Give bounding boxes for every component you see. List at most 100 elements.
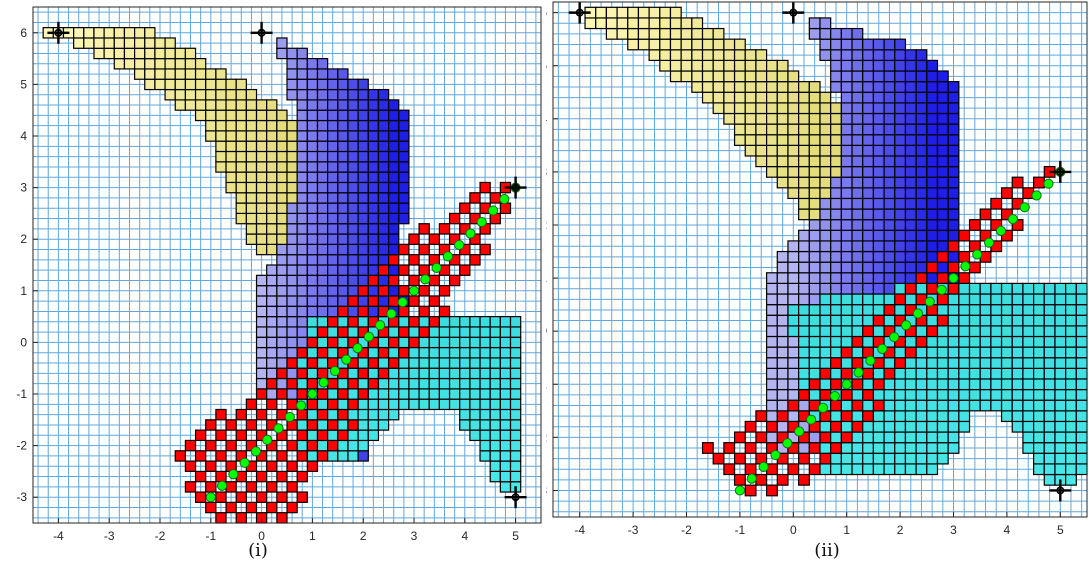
yellow-cell: [255, 223, 268, 235]
blue-cell: [327, 130, 339, 142]
blue-cell: [926, 134, 939, 146]
blue-cell: [296, 233, 308, 245]
cyan-cell: [958, 388, 971, 401]
blue-cell: [357, 119, 369, 132]
blue-cell: [787, 250, 800, 263]
red-cell: [357, 285, 369, 297]
cyan-cell: [904, 420, 917, 433]
red-cell: [194, 491, 207, 503]
yellow-cell: [255, 192, 268, 204]
cyan-cell: [883, 410, 896, 423]
cyan-cell: [958, 346, 971, 359]
yellow-cell: [648, 49, 661, 62]
cyan-cell: [840, 399, 853, 412]
blue-cell: [337, 202, 349, 215]
blue-cell: [926, 123, 939, 136]
blue-cell: [904, 91, 917, 104]
yellow-cell: [766, 123, 778, 136]
red-cell: [184, 460, 197, 472]
yellow-cell: [723, 49, 736, 62]
yellow-cell: [215, 99, 227, 111]
cyan-cell: [469, 377, 481, 390]
blue-cell: [286, 78, 298, 91]
cyan-cell: [915, 431, 928, 444]
yellow-cell: [83, 37, 95, 49]
blue-cell: [883, 112, 896, 125]
blue-cell: [926, 240, 939, 253]
blue-cell: [947, 187, 960, 200]
cyan-cell: [408, 326, 420, 338]
blue-cell: [819, 282, 832, 295]
yellow-cell: [787, 123, 800, 136]
cyan-cell: [499, 481, 512, 493]
yellow-cell: [787, 187, 800, 200]
blue-cell: [255, 377, 268, 390]
red-cell: [194, 470, 207, 483]
path-point: [1019, 202, 1030, 213]
red-cell: [225, 439, 237, 452]
blue-cell: [316, 171, 329, 184]
cyan-cell: [438, 326, 451, 338]
cross-marker-ring: [789, 8, 798, 17]
blue-cell: [904, 123, 917, 136]
chart-panel-i: -4 -3 -2 -1 0 1 2 3 4 5 -3 -2 -1 0 1 2 3 4 5 6 (i): [0, 0, 545, 567]
cyan-cell: [990, 314, 1003, 327]
blue-cell: [883, 38, 896, 51]
blue-cell: [936, 102, 949, 115]
blue-cell: [904, 144, 917, 157]
blue-cell: [904, 229, 917, 242]
blue-cell: [947, 81, 960, 93]
cyan-cell: [904, 399, 917, 412]
cyan-cell: [479, 367, 491, 380]
cyan-cell: [968, 378, 981, 391]
cyan-cell: [1043, 335, 1056, 348]
blue-cell: [883, 144, 896, 157]
cyan-cell: [1065, 420, 1077, 433]
cyan-cell: [306, 346, 319, 359]
cyan-cell: [1011, 346, 1024, 359]
cyan-cell: [947, 293, 960, 306]
blue-cell: [377, 171, 390, 184]
blue-cell: [367, 192, 380, 204]
blue-cell: [347, 78, 359, 91]
cyan-cell: [448, 398, 461, 411]
blue-cell: [894, 197, 907, 210]
blue-cell: [904, 59, 917, 72]
blue-cell: [357, 233, 369, 245]
blue-cell: [367, 243, 380, 256]
path-point: [454, 239, 465, 251]
red-cell: [459, 202, 471, 215]
red-cell: [851, 357, 864, 369]
blue-cell: [337, 243, 349, 256]
cyan-cell: [489, 419, 501, 431]
cyan-cell: [1075, 304, 1088, 316]
cyan-cell: [459, 326, 471, 338]
cyan-cell: [489, 377, 501, 390]
cyan-cell: [819, 325, 832, 338]
yellow-cell: [215, 88, 227, 101]
blue-cell: [947, 112, 960, 125]
cyan-cell: [1033, 378, 1045, 391]
cyan-cell: [418, 388, 430, 400]
blue-cell: [851, 219, 864, 231]
cyan-cell: [968, 367, 981, 380]
blue-cell: [316, 254, 329, 266]
red-cell: [733, 431, 746, 444]
red-cell: [479, 243, 491, 256]
cyan-cell: [1054, 293, 1067, 306]
red-cell: [958, 250, 971, 263]
yellow-cell: [266, 161, 278, 173]
cyan-cell: [459, 388, 471, 400]
yellow-cell: [605, 6, 618, 19]
blue-cell: [316, 119, 329, 132]
cross-marker-ring: [1056, 486, 1065, 495]
yellow-cell: [123, 57, 136, 70]
blue-cell: [316, 233, 329, 245]
cyan-cell: [798, 304, 810, 316]
red-cell: [883, 367, 896, 380]
blue-cell: [851, 272, 864, 284]
cyan-cell: [894, 452, 907, 465]
cyan-cell: [851, 304, 864, 316]
blue-cell: [947, 155, 960, 168]
cyan-cell: [990, 367, 1003, 380]
